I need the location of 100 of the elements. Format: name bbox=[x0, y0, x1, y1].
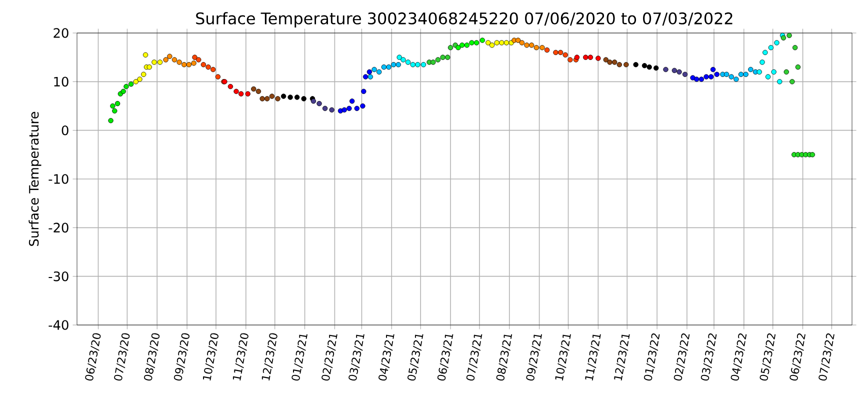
point bbox=[440, 54, 446, 60]
x-tick-label: 06/23/22 bbox=[790, 333, 806, 381]
point bbox=[366, 69, 372, 75]
point bbox=[765, 74, 771, 80]
point bbox=[445, 54, 450, 60]
point bbox=[771, 69, 776, 75]
point bbox=[448, 45, 454, 50]
point bbox=[792, 45, 798, 50]
point bbox=[558, 50, 564, 56]
x-tick-label: 10/23/20 bbox=[203, 333, 218, 380]
point bbox=[489, 42, 495, 48]
point bbox=[724, 72, 730, 77]
x-tick-label: 08/23/21 bbox=[496, 334, 512, 381]
point bbox=[774, 40, 780, 46]
point bbox=[196, 57, 202, 62]
point bbox=[142, 52, 148, 58]
point bbox=[704, 74, 709, 80]
point bbox=[420, 62, 426, 68]
x-tick-label: 06/23/21 bbox=[437, 334, 454, 381]
point bbox=[386, 64, 392, 70]
x-tick-label: 04/23/21 bbox=[378, 334, 394, 381]
chart-title: Surface Temperature 300234068245220 07/06/2020 to 07/03/2022 bbox=[196, 12, 732, 28]
point bbox=[112, 108, 118, 114]
y-tick-label: -10 bbox=[48, 174, 68, 184]
point bbox=[762, 50, 768, 56]
point bbox=[464, 42, 470, 48]
point bbox=[146, 64, 152, 70]
x-tick-label: 05/23/22 bbox=[760, 333, 776, 381]
point bbox=[228, 84, 234, 90]
y-tick-label: -30 bbox=[48, 271, 68, 282]
point bbox=[269, 94, 275, 99]
point bbox=[182, 62, 187, 68]
point bbox=[238, 91, 244, 96]
point bbox=[206, 64, 211, 70]
point bbox=[790, 79, 795, 84]
point bbox=[504, 40, 510, 46]
point bbox=[633, 62, 638, 68]
x-tick-label: 12/23/20 bbox=[262, 333, 278, 380]
point bbox=[494, 40, 500, 46]
point bbox=[583, 54, 588, 60]
y-axis-title: Surface Temperature bbox=[28, 112, 42, 246]
x-tick-label: 10/23/21 bbox=[555, 334, 571, 380]
point bbox=[329, 107, 334, 112]
point bbox=[256, 88, 262, 94]
point bbox=[435, 57, 441, 62]
x-tick-label: 06/23/20 bbox=[85, 333, 101, 381]
point bbox=[280, 94, 286, 99]
point bbox=[708, 74, 714, 80]
point bbox=[544, 47, 550, 53]
point bbox=[137, 76, 142, 82]
point bbox=[603, 57, 608, 62]
point bbox=[574, 54, 580, 60]
point bbox=[381, 64, 387, 70]
point bbox=[415, 62, 420, 68]
point bbox=[322, 106, 328, 112]
point bbox=[738, 72, 744, 77]
x-tick-label: 08/23/20 bbox=[144, 333, 160, 381]
point bbox=[768, 45, 774, 50]
point bbox=[316, 100, 322, 106]
point bbox=[710, 66, 716, 72]
x-tick-label: 11/23/21 bbox=[585, 334, 601, 380]
x-tick-label: 05/23/21 bbox=[408, 334, 424, 381]
point bbox=[777, 79, 782, 84]
point bbox=[288, 94, 293, 100]
point bbox=[192, 54, 198, 60]
point bbox=[748, 66, 754, 72]
point bbox=[361, 88, 366, 94]
point bbox=[140, 72, 146, 77]
x-tick-label: 07/23/21 bbox=[466, 334, 482, 381]
point bbox=[784, 69, 789, 75]
point bbox=[786, 32, 792, 38]
point bbox=[780, 35, 786, 40]
point bbox=[456, 45, 461, 50]
point bbox=[534, 45, 540, 50]
point bbox=[372, 66, 377, 72]
y-tick-label: 0 bbox=[62, 125, 68, 136]
point bbox=[114, 100, 120, 106]
y-tick-label: 20 bbox=[54, 28, 68, 38]
point bbox=[368, 74, 374, 80]
point bbox=[396, 62, 401, 68]
point bbox=[596, 56, 601, 61]
point bbox=[172, 57, 178, 62]
point bbox=[480, 38, 485, 43]
x-tick-label: 03/23/21 bbox=[348, 334, 364, 381]
point bbox=[676, 69, 682, 75]
point bbox=[519, 40, 525, 46]
point bbox=[186, 62, 192, 68]
point bbox=[354, 106, 360, 112]
point bbox=[795, 64, 801, 70]
point bbox=[760, 60, 765, 65]
point bbox=[120, 88, 126, 94]
x-tick-label: 07/23/22 bbox=[818, 333, 834, 381]
point bbox=[646, 64, 652, 70]
y-tick-label: -20 bbox=[48, 222, 68, 233]
point bbox=[260, 96, 265, 102]
point bbox=[376, 69, 382, 75]
point bbox=[459, 42, 465, 48]
point bbox=[714, 72, 720, 77]
point bbox=[108, 118, 114, 124]
point bbox=[682, 72, 688, 77]
